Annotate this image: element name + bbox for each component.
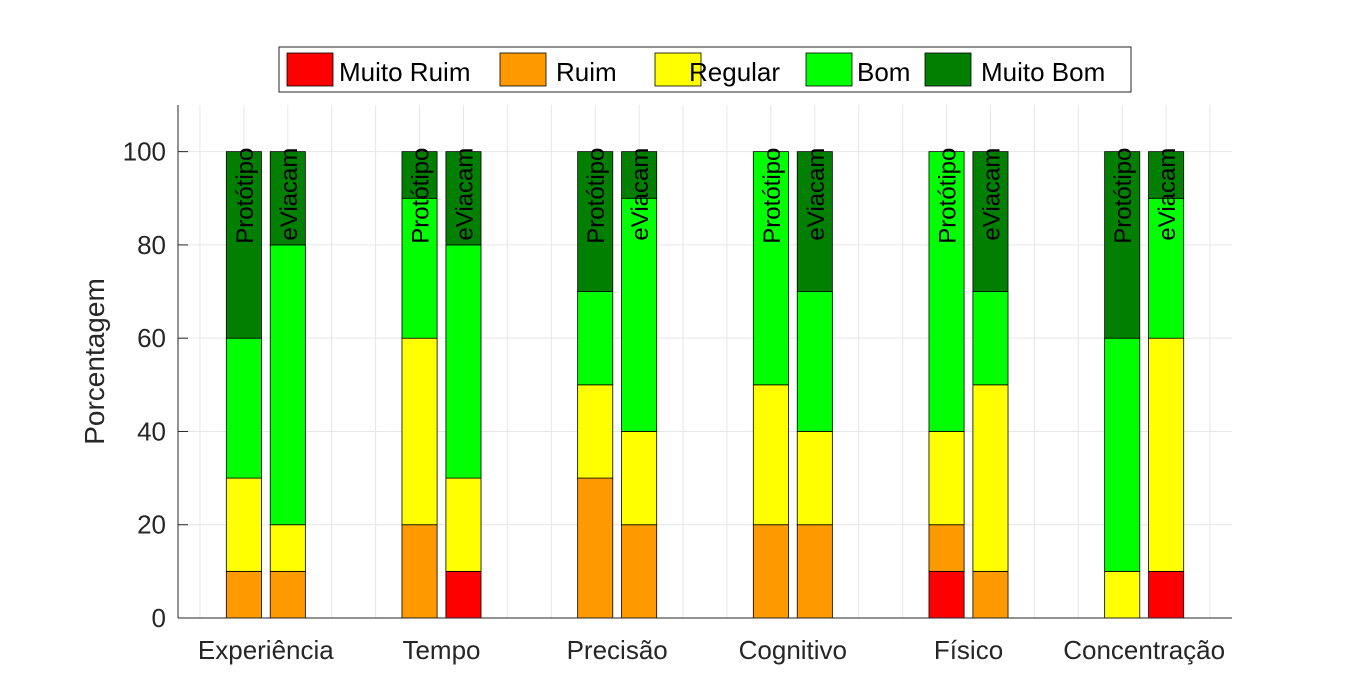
bar-segment xyxy=(401,337,438,526)
bar-segment xyxy=(972,570,1009,619)
x-tick-label: Cognitivo xyxy=(739,635,847,665)
bar-segment xyxy=(445,477,482,572)
bar-segment xyxy=(1148,197,1185,339)
x-tick-label: Precisão xyxy=(567,635,668,665)
bar-segment xyxy=(225,151,262,339)
bar-group-label: Protótipo xyxy=(935,148,962,244)
bar-group-label: Protótipo xyxy=(408,148,435,244)
bar-segment xyxy=(401,197,438,339)
legend-label: Regular xyxy=(689,57,780,87)
bar-segment xyxy=(577,384,614,479)
bar-segment xyxy=(225,477,262,572)
bar-group-label: eViacam xyxy=(276,148,303,241)
bars: Protótipo eViacam Protótipo eViacam Protótip… xyxy=(225,148,1185,619)
bar-segment xyxy=(621,151,658,199)
bar-segment xyxy=(796,291,833,432)
legend-swatch xyxy=(654,52,702,87)
legend: Muito Ruim Ruim Regular Bom Muito Bom xyxy=(278,46,1132,93)
bar-segment xyxy=(928,570,965,619)
bar-segment xyxy=(752,524,789,619)
y-tick-label: 0 xyxy=(152,603,166,633)
legend-swatch xyxy=(499,52,547,87)
bar-segment xyxy=(445,151,482,246)
bar-group-label: Protótipo xyxy=(583,148,610,244)
bar-segment xyxy=(1148,151,1185,199)
bar-segment xyxy=(401,151,438,199)
bar-segment xyxy=(577,151,614,292)
bar-segment xyxy=(225,337,262,479)
bar-segment xyxy=(577,291,614,386)
bar-group-label: eViacam xyxy=(451,148,478,241)
bar-segment xyxy=(928,151,965,432)
legend-swatch xyxy=(286,52,334,87)
bar-segment xyxy=(796,151,833,292)
x-tick-label: Tempo xyxy=(402,635,480,665)
bar-segment xyxy=(225,570,262,619)
y-tick-label: 60 xyxy=(137,323,166,353)
bar-group-label: eViacam xyxy=(803,148,830,241)
legend-box xyxy=(278,46,1132,93)
bar-segment xyxy=(1104,570,1141,619)
bar-segment xyxy=(928,431,965,526)
bar-segment xyxy=(269,151,306,246)
y-tick-label: 40 xyxy=(137,416,166,446)
bar-segment xyxy=(752,151,789,386)
bar-segment xyxy=(269,570,306,619)
bar-segment xyxy=(401,524,438,619)
bar-segment xyxy=(928,524,965,572)
legend-label: Ruim xyxy=(556,57,617,87)
bar-segment xyxy=(269,244,306,526)
legend-swatch xyxy=(924,52,972,87)
y-axis-label: Porcentagem xyxy=(79,278,110,445)
bar-group-label: eViacam xyxy=(978,148,1005,241)
bar-segment xyxy=(1104,151,1141,339)
x-tick-label: Físico xyxy=(934,635,1003,665)
y-tick-label: 80 xyxy=(137,230,166,260)
bar-group-label: Protótipo xyxy=(759,148,786,244)
bar-segment xyxy=(972,291,1009,386)
bar-segment xyxy=(1148,337,1185,572)
bar-segment xyxy=(796,524,833,619)
bar-segment xyxy=(577,477,614,619)
bar-segment xyxy=(621,197,658,432)
bar-segment xyxy=(445,244,482,479)
legend-label: Muito Ruim xyxy=(339,57,470,87)
x-tick-label: Experiência xyxy=(198,635,334,665)
x-tick-label: Concentração xyxy=(1063,635,1225,665)
bar-segment xyxy=(1104,337,1141,572)
bar-segment xyxy=(621,524,658,619)
legend-label: Bom xyxy=(857,57,910,87)
bar-segment xyxy=(972,384,1009,572)
grid-lines xyxy=(178,105,1232,619)
bar-segment xyxy=(1148,570,1185,619)
bar-group-label: eViacam xyxy=(627,148,654,241)
bar-segment xyxy=(445,570,482,619)
y-tick-label: 20 xyxy=(137,510,166,540)
bar-segment xyxy=(269,524,306,572)
bar-segment xyxy=(621,431,658,526)
legend-swatch xyxy=(805,52,853,87)
bar-segment xyxy=(796,431,833,526)
legend-label: Muito Bom xyxy=(981,57,1105,87)
bar-group-label: Protótipo xyxy=(232,148,259,244)
y-tick-label: 100 xyxy=(123,137,166,167)
bar-segment xyxy=(752,384,789,526)
bar-group-label: eViacam xyxy=(1154,148,1181,241)
bar-group-label: Protótipo xyxy=(1110,148,1137,244)
bar-segment xyxy=(972,151,1009,292)
axes: Experiência Tempo Precisão Cognitivo Físico C… xyxy=(79,105,1232,665)
